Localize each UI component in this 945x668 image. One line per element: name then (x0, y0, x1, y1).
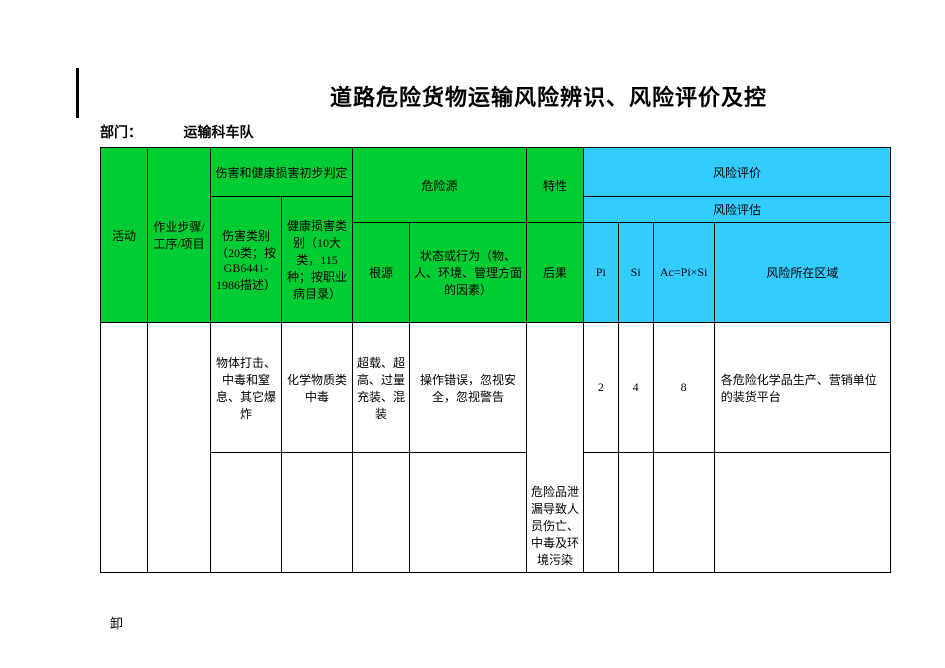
cell-health-type: 化学物质类中毒 (282, 323, 353, 453)
cell-empty (282, 453, 353, 573)
document-page: 道路危险货物运输风险辨识、风险评价及控 部门： 运输科车队 活动 作业步骤/工序… (0, 0, 945, 632)
risk-table: 活动 作业步骤/工序/项目 伤害和健康损害初步判定 危险源 特性 风险评价 伤害… (100, 147, 891, 573)
department-label: 部门： (100, 122, 180, 142)
cell-si: 4 (618, 323, 653, 453)
department-row: 部门： 运输科车队 (100, 122, 945, 142)
cell-state: 操作错误，忽视安全，忽视警告 (410, 323, 527, 453)
cell-activity (101, 323, 148, 573)
table-row: 物体打击、中毒和窒息、其它爆炸 化学物质类中毒 超载、超高、过量充装、混装 操作… (101, 323, 891, 453)
cell-step (148, 323, 211, 573)
col-risk-eval-sub: 风险评估 (584, 197, 891, 223)
cell-empty (410, 453, 527, 573)
cell-area: 各危险化学品生产、营销单位的装货平台 (714, 323, 890, 453)
cell-consequence: 危险品泄漏导致人员伤亡、中毒及环境污染 (527, 323, 584, 573)
col-activity: 活动 (101, 148, 148, 323)
cell-root: 超载、超高、过量充装、混装 (353, 323, 410, 453)
col-pi: Pi (584, 223, 619, 323)
cell-pi: 2 (584, 323, 619, 453)
cell-empty (714, 453, 890, 573)
left-margin-mark (76, 68, 79, 118)
col-step: 作业步骤/工序/项目 (148, 148, 211, 323)
header-row-1: 活动 作业步骤/工序/项目 伤害和健康损害初步判定 危险源 特性 风险评价 (101, 148, 891, 197)
cell-empty (584, 453, 619, 573)
footer-text: 卸 (110, 613, 945, 632)
department-value: 运输科车队 (184, 122, 254, 142)
col-ac: Ac=Pi×Si (653, 223, 714, 323)
col-root: 根源 (353, 223, 410, 323)
cell-empty (653, 453, 714, 573)
cell-empty (353, 453, 410, 573)
col-hazard: 危险源 (353, 148, 527, 223)
col-risk-eval-top: 风险评价 (584, 148, 891, 197)
cell-harm-type: 物体打击、中毒和窒息、其它爆炸 (211, 323, 282, 453)
col-state: 状态或行为（物、人、环境、管理方面的因素） (410, 223, 527, 323)
page-title: 道路危险货物运输风险辨识、风险评价及控 (330, 80, 945, 112)
col-area: 风险所在区域 (714, 223, 890, 323)
cell-empty (211, 453, 282, 573)
cell-ac: 8 (653, 323, 714, 453)
col-consequence: 后果 (527, 223, 584, 323)
col-si: Si (618, 223, 653, 323)
table-row (101, 453, 891, 573)
col-health-type: 健康损害类别（10大类，115种；按职业病目录） (282, 197, 353, 323)
cell-empty (618, 453, 653, 573)
col-harm-type: 伤害类别（20类；按GB6441-1986描述） (211, 197, 282, 323)
col-property: 特性 (527, 148, 584, 223)
col-harm-group: 伤害和健康损害初步判定 (211, 148, 353, 197)
